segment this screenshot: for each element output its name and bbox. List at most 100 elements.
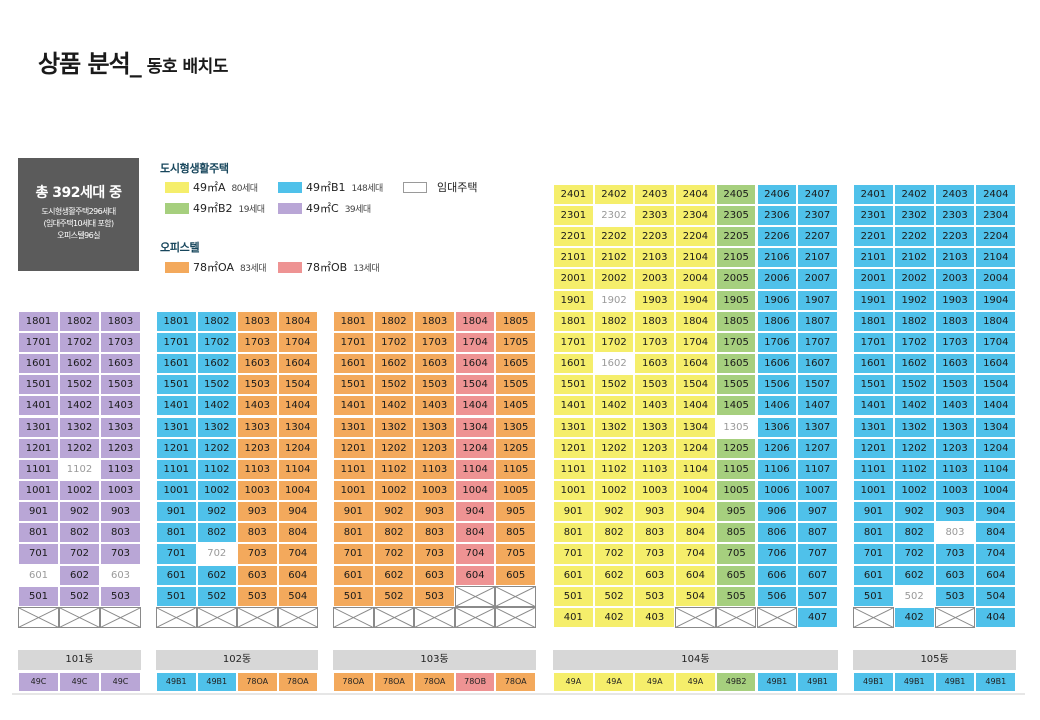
unit-cell: 1802: [373, 310, 415, 332]
unit-cell: 807: [797, 522, 838, 544]
empty-unit: [495, 606, 536, 628]
unit-cell: 703: [934, 543, 976, 565]
unit-cell: 2002: [893, 268, 935, 290]
unit-cell: 704: [277, 543, 318, 565]
unit-cell: 701: [853, 543, 894, 565]
unit-cell: 1201: [333, 437, 374, 459]
unit-cell: 1401: [156, 395, 197, 417]
unit-cell: 1006: [756, 479, 798, 502]
unit-cell: 1604: [975, 353, 1017, 375]
unit-cell: 1702: [59, 331, 100, 354]
unit-cell: 802: [196, 522, 237, 544]
unit-cell: 2101: [553, 247, 594, 269]
unit-cell: 1003: [414, 479, 455, 502]
unit-cell: 1501: [853, 374, 894, 396]
unit-cell: 402: [593, 606, 635, 628]
unit-cell: 1304: [975, 416, 1017, 438]
unit-cell: 1603: [414, 353, 455, 375]
summary-total: 총 392세대 중: [35, 185, 123, 201]
unit-cell: 1004: [454, 479, 496, 502]
unit-cell: 703: [237, 543, 278, 565]
unit-cell: 704: [454, 543, 496, 565]
type-cell: 49C: [100, 672, 141, 692]
unit-cell: 1402: [593, 395, 635, 417]
unit-cell: 603: [414, 564, 455, 586]
unit-cell: 1105: [715, 458, 757, 480]
unit-cell: 804: [277, 522, 318, 544]
type-cell: 49C: [59, 672, 100, 692]
legend-count: 80세대: [231, 183, 259, 194]
unit-cell: 1102: [196, 458, 237, 480]
unit-cell: 1804: [675, 310, 716, 332]
unit-cell: 1501: [156, 374, 197, 396]
empty-unit: [18, 606, 59, 628]
legend-name: 49㎡B2: [193, 202, 233, 215]
unit-cell: 803: [634, 522, 676, 544]
unit-cell: 1103: [237, 458, 278, 480]
unit-cell: 2307: [797, 205, 838, 227]
unit-cell: 1004: [675, 479, 716, 502]
unit-cell: 1504: [454, 374, 496, 396]
unit-cell: 1904: [975, 289, 1017, 311]
unit-cell: 2007: [797, 268, 838, 290]
unit-cell: 1601: [553, 353, 594, 375]
unit-cell: 1603: [634, 353, 676, 375]
unit-cell: 801: [156, 522, 197, 544]
unit-cell: 903: [634, 501, 676, 523]
unit-cell: 1703: [634, 331, 676, 354]
unit-cell: 1106: [756, 458, 798, 480]
unit-cell: 1002: [373, 479, 415, 502]
building-name: 102동: [156, 650, 318, 670]
unit-cell: 1402: [59, 395, 100, 417]
unit-cell: 1501: [18, 374, 59, 396]
unit-cell: 601: [18, 564, 59, 586]
unit-cell: 604: [975, 564, 1017, 586]
unit-cell: 1902: [593, 289, 635, 311]
unit-cell: 1704: [277, 331, 318, 354]
unit-cell: 1001: [156, 479, 197, 502]
unit-cell: 401: [553, 606, 594, 628]
type-cell: 49B2: [715, 672, 757, 692]
unit-cell: 1103: [414, 458, 455, 480]
unit-cell: 1507: [797, 374, 838, 396]
legend-swatch: [278, 202, 302, 214]
unit-cell: 702: [373, 543, 415, 565]
unit-cell: 703: [634, 543, 676, 565]
unit-cell: 902: [593, 501, 635, 523]
unit-cell: 1801: [553, 310, 594, 332]
unit-cell: 1104: [975, 458, 1017, 480]
unit-cell: 803: [100, 522, 141, 544]
type-cell: 49A: [593, 672, 635, 692]
unit-cell: 1505: [715, 374, 757, 396]
legend-name: 49㎡A: [193, 181, 226, 194]
legend-item-49B2: 49㎡B2 19세대: [165, 200, 265, 216]
type-cell: 49B1: [797, 672, 838, 692]
empty-unit: [454, 585, 496, 607]
unit-cell: 1502: [59, 374, 100, 396]
unit-cell: 803: [934, 522, 976, 544]
unit-cell: 1902: [893, 289, 935, 311]
unit-cell: 1601: [333, 353, 374, 375]
unit-cell: 1003: [634, 479, 676, 502]
unit-cell: 2406: [756, 183, 798, 205]
unit-cell: 1503: [237, 374, 278, 396]
unit-cell: 1601: [156, 353, 197, 375]
empty-unit: [934, 606, 976, 628]
unit-cell: 903: [100, 501, 141, 523]
unit-cell: 902: [893, 501, 935, 523]
unit-cell: 601: [553, 564, 594, 586]
legend-name: 78㎡OB: [306, 261, 348, 274]
unit-cell: 2301: [553, 205, 594, 227]
unit-cell: 1801: [333, 310, 374, 332]
unit-cell: 1104: [277, 458, 318, 480]
unit-cell: 901: [156, 501, 197, 523]
page-title: 상품 분석_ 동호 배치도: [38, 44, 228, 79]
unit-cell: 1801: [18, 310, 59, 332]
unit-cell: 705: [495, 543, 536, 565]
unit-cell: 901: [553, 501, 594, 523]
unit-cell: 1204: [675, 437, 716, 459]
type-cell: 49B1: [975, 672, 1017, 692]
unit-cell: 1702: [593, 331, 635, 354]
unit-cell: 2204: [675, 226, 716, 248]
unit-cell: 603: [634, 564, 676, 586]
